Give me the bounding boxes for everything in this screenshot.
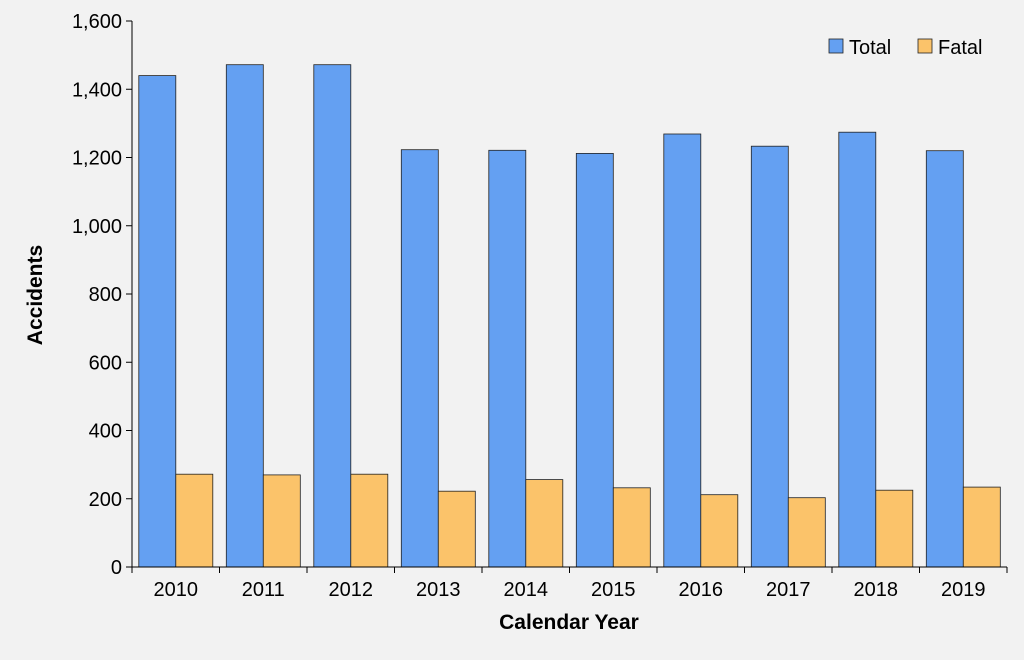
- x-tick-label: 2019: [941, 579, 986, 601]
- bar-total-2015: [575, 152, 614, 568]
- x-tick-label: 2016: [679, 579, 724, 601]
- bar-fatal-2015: [612, 487, 651, 568]
- bar-total-2018: [838, 131, 877, 568]
- x-ticks: 2010 2011 2012 2013 2014 2015 2016 2017 2018 2019: [131, 567, 1008, 601]
- bar-total-2014: [488, 149, 527, 568]
- bar-fatal-2014: [525, 479, 564, 568]
- bar-fatal-2019: [962, 486, 1001, 568]
- y-tick-label: 800: [89, 284, 122, 306]
- y-tick-label: 1,200: [72, 148, 122, 170]
- x-tick-label: 2015: [591, 579, 636, 601]
- bar-fatal-2017: [787, 497, 826, 568]
- y-ticks: 0 200 400 600 800 1,000 1,200 1,400 1,600: [72, 11, 132, 579]
- bar-fatal-2013: [437, 490, 476, 568]
- x-tick-label: 2011: [242, 579, 285, 601]
- y-tick-label: 1,000: [72, 216, 122, 238]
- bar-fatal-2018: [875, 489, 914, 568]
- bar-total-2011: [225, 64, 264, 568]
- bar-fatal-2011: [262, 474, 301, 568]
- y-tick-label: 0: [111, 557, 122, 579]
- y-tick-label: 400: [89, 421, 122, 443]
- y-tick-label: 1,600: [72, 11, 122, 33]
- bar-fatal-2012: [350, 473, 389, 568]
- y-tick-label: 600: [89, 352, 122, 374]
- y-axis-title: Accidents: [24, 245, 47, 345]
- bar-total-2012: [313, 64, 352, 568]
- y-tick-label: 200: [89, 489, 122, 511]
- legend-label-fatal: Fatal: [938, 37, 982, 59]
- x-tick-label: 2013: [416, 579, 461, 601]
- x-tick-label: 2012: [329, 579, 374, 601]
- x-tick-label: 2010: [154, 579, 199, 601]
- bars-layer: [138, 64, 1001, 568]
- y-tick-label: 1,400: [72, 79, 122, 101]
- legend-swatch-fatal: [917, 38, 933, 54]
- x-tick-label: 2018: [854, 579, 899, 601]
- legend-swatch-total: [828, 38, 844, 54]
- bar-total-2013: [400, 149, 439, 568]
- bar-total-2010: [138, 75, 177, 568]
- bar-total-2019: [925, 150, 964, 568]
- bar-fatal-2010: [175, 473, 214, 568]
- x-axis-title: Calendar Year: [499, 611, 639, 634]
- legend-label-total: Total: [849, 37, 891, 59]
- x-tick-label: 2014: [504, 579, 549, 601]
- legend: Total Fatal: [828, 37, 982, 59]
- bar-total-2017: [750, 145, 789, 568]
- x-tick-label: 2017: [766, 579, 811, 601]
- bar-total-2016: [663, 133, 702, 568]
- bar-fatal-2016: [700, 494, 739, 568]
